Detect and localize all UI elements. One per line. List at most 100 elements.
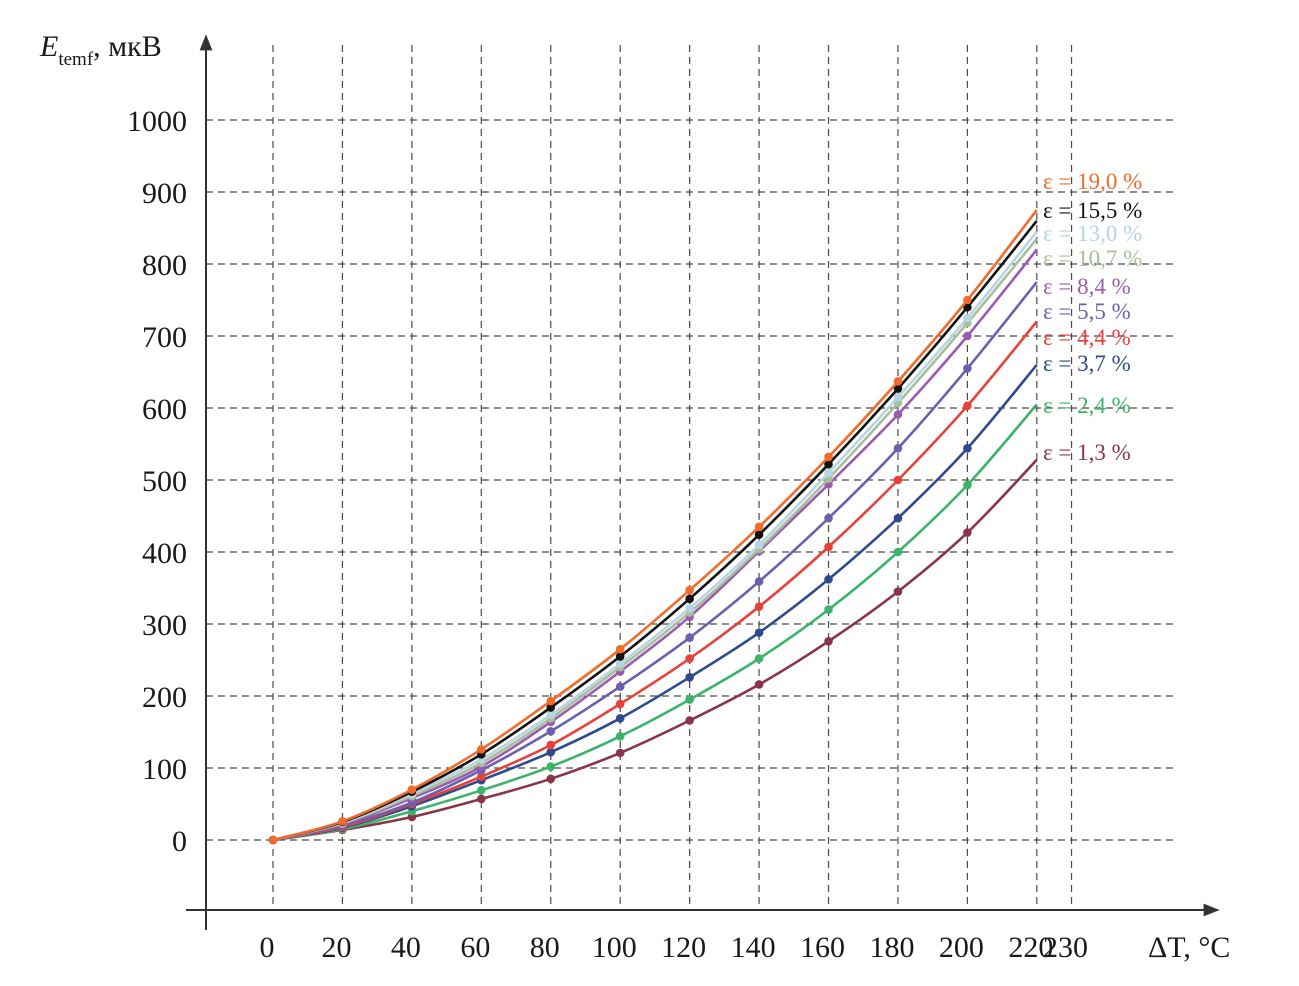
y-tick-label: 900 (142, 177, 187, 210)
data-point (685, 672, 694, 682)
axes (186, 34, 1220, 930)
data-point (893, 547, 903, 557)
data-point (477, 772, 486, 781)
series-label: ε = 19,0 % (1043, 169, 1142, 194)
series-line (272, 281, 1038, 842)
series-labels: ε = 19,0 % ε = 15,5 %ε = 13,0 %ε = 10,7 %… (1043, 169, 1142, 465)
x-tick-label: 230 (1043, 931, 1088, 964)
data-point (824, 542, 833, 552)
data-point (963, 444, 972, 453)
data-point (407, 785, 417, 794)
x-tick-label: 20 (321, 931, 351, 964)
data-point (754, 522, 764, 532)
data-point (615, 682, 625, 691)
data-point (754, 680, 764, 689)
x-tick-label: 200 (939, 931, 984, 964)
y-tick-label: 300 (142, 609, 187, 642)
x-tick-label: 40 (391, 931, 421, 964)
data-point (685, 594, 694, 604)
series (268, 209, 1038, 845)
data-point (546, 703, 556, 712)
data-point (685, 695, 694, 704)
series-line (272, 237, 1038, 842)
data-point (546, 726, 556, 736)
x-tick-label: 120 (661, 931, 706, 964)
series-label: ε = 3,7 % (1043, 351, 1131, 376)
data-point (615, 652, 625, 661)
data-point (546, 710, 556, 720)
data-point (546, 696, 556, 706)
data-point (754, 530, 764, 540)
data-point (546, 762, 556, 771)
y-tick-label: 0 (172, 825, 187, 858)
data-point (754, 540, 764, 550)
data-point (963, 401, 972, 411)
data-point (824, 636, 833, 646)
series-line (272, 230, 1038, 842)
x-tick-label: 0 (260, 931, 275, 964)
data-point (893, 410, 903, 419)
series-line (272, 403, 1038, 842)
data-point (546, 740, 556, 750)
y-tick-label: 500 (142, 465, 187, 498)
data-point (615, 714, 625, 723)
x-tick-label: 220 (1008, 931, 1053, 964)
data-point (754, 654, 764, 663)
series-label: ε = 13,0 % (1043, 221, 1142, 246)
data-point (754, 602, 764, 612)
data-point (893, 384, 903, 393)
y-tick-label: 700 (142, 321, 187, 354)
data-point (893, 392, 903, 402)
data-point (963, 295, 972, 305)
data-point (615, 644, 625, 654)
data-point (824, 575, 833, 584)
data-point (685, 654, 694, 663)
y-tick-label: 100 (142, 753, 187, 786)
series-label: ε = 4,4 % (1043, 325, 1131, 350)
data-point (477, 744, 486, 754)
series-label: ε = 2,4 % (1043, 393, 1131, 418)
data-point (893, 513, 903, 523)
data-point (477, 786, 486, 795)
data-point (824, 459, 833, 469)
data-point (893, 587, 903, 596)
data-point (685, 603, 694, 613)
series-line (272, 320, 1038, 842)
data-point (546, 774, 556, 784)
data-point (615, 659, 625, 668)
data-point (963, 331, 972, 341)
series-line (272, 248, 1038, 842)
y-tick-label: 200 (142, 681, 187, 714)
data-point (824, 605, 833, 614)
data-point (338, 816, 347, 826)
data-point (963, 480, 972, 490)
y-tick-label: 400 (142, 537, 187, 570)
series-label: ε = 10,7 % (1043, 246, 1142, 271)
y-axis-title: Etemf, мкВ (39, 30, 162, 70)
data-point (546, 747, 556, 757)
grid (206, 45, 1175, 910)
x-tick-label: 60 (460, 931, 490, 964)
series-label: ε = 15,5 % (1043, 198, 1142, 223)
data-point (893, 475, 903, 485)
data-point (685, 633, 694, 642)
series-label: ε = 5,5 % (1043, 299, 1131, 324)
data-point (963, 364, 972, 373)
series-line (272, 458, 1038, 842)
data-point (268, 835, 278, 845)
x-tick-label: 80 (530, 931, 560, 964)
data-point (615, 732, 625, 741)
x-tick-label: 180 (869, 931, 914, 964)
data-point (615, 748, 625, 758)
data-point (963, 528, 972, 537)
data-point (615, 699, 625, 709)
x-tick-label: 140 (731, 931, 776, 964)
data-point (754, 577, 764, 586)
y-tick-label: 600 (142, 393, 187, 426)
data-point (824, 513, 833, 523)
series-line (272, 209, 1038, 842)
data-point (754, 628, 764, 637)
data-point (824, 452, 833, 462)
